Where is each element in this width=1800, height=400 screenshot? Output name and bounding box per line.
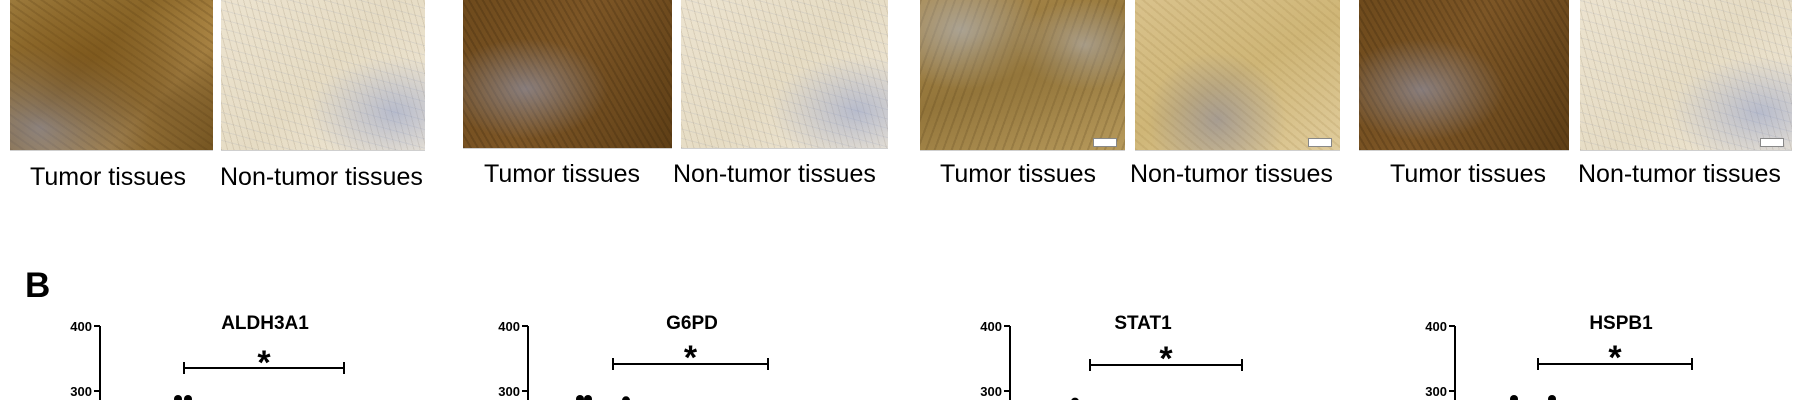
data-point	[1510, 395, 1518, 400]
ihc-image-hspb1-normal	[1580, 0, 1792, 151]
caption-normal-4: Non-tumor tissues	[1578, 160, 1781, 188]
significance-star: *	[1608, 339, 1622, 377]
caption-tumor-4: Tumor tissues	[1390, 160, 1547, 188]
scale-bar	[1093, 138, 1117, 147]
gene-title: STAT1	[1114, 313, 1172, 334]
y-tick-label: 300	[498, 384, 520, 399]
scale-bar	[1760, 138, 1784, 147]
y-tick-label: 400	[498, 319, 520, 334]
y-tick-label: 300	[70, 384, 92, 399]
data-point	[584, 395, 592, 400]
caption-normal-2: Non-tumor tissues	[673, 160, 876, 188]
ihc-image-stat1-normal	[1135, 0, 1340, 151]
y-tick-label: 400	[980, 319, 1002, 334]
y-tick-label: 300	[1425, 384, 1447, 399]
data-point	[576, 395, 584, 400]
caption-normal-1: Non-tumor tissues	[220, 163, 423, 191]
caption-tumor-1: Tumor tissues	[30, 163, 187, 191]
caption-normal-3: Non-tumor tissues	[1130, 160, 1333, 188]
data-point	[174, 395, 182, 400]
significance-star: *	[1159, 340, 1173, 378]
caption-tumor-3: Tumor tissues	[940, 160, 1097, 188]
ihc-image-aldh3a1-tumor	[10, 0, 213, 151]
y-tick-label: 400	[70, 319, 92, 334]
scale-bar	[1308, 138, 1332, 147]
data-point	[622, 396, 630, 400]
significance-star: *	[257, 344, 271, 382]
gene-title: ALDH3A1	[221, 313, 309, 334]
ihc-image-g6pd-normal	[681, 0, 888, 149]
y-tick-label: 300	[980, 384, 1002, 399]
ihc-image-stat1-tumor	[920, 0, 1125, 151]
ihc-image-hspb1-tumor	[1359, 0, 1569, 151]
data-point	[1548, 395, 1556, 400]
ihc-image-g6pd-tumor	[463, 0, 672, 149]
significance-star: *	[684, 339, 698, 377]
y-tick-label: 400	[1425, 319, 1447, 334]
gene-title: G6PD	[666, 313, 718, 334]
data-point	[1071, 397, 1079, 400]
data-point	[184, 395, 192, 400]
ihc-image-aldh3a1-normal	[221, 0, 425, 151]
panel-letter-b: B	[25, 266, 51, 305]
gene-title: HSPB1	[1589, 313, 1653, 334]
caption-tumor-2: Tumor tissues	[484, 160, 641, 188]
